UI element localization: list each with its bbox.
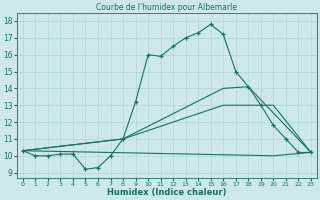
Title: Courbe de l'humidex pour Albemarle: Courbe de l'humidex pour Albemarle [96,3,237,12]
X-axis label: Humidex (Indice chaleur): Humidex (Indice chaleur) [107,188,227,197]
